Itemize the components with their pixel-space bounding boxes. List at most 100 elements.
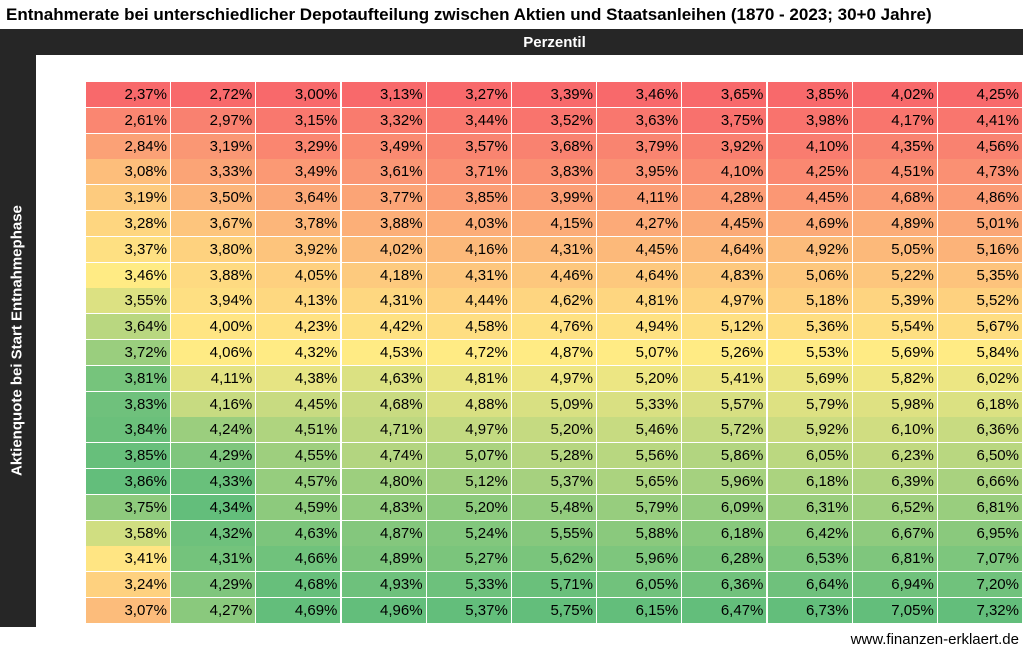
heatmap-cell: 4,45% [682, 211, 767, 236]
heatmap-cell: 6,47% [682, 598, 767, 623]
heatmap-cell: 5,05% [852, 236, 937, 262]
heatmap-cell: 3,77% [341, 185, 426, 211]
heatmap-cell: 3,28% [86, 211, 170, 236]
heatmap-cell: 5,37% [426, 598, 511, 623]
heatmap-cell: 3,92% [256, 236, 341, 262]
heatmap-cell: 4,97% [426, 417, 511, 443]
heatmap-cell: 4,18% [341, 262, 426, 288]
heatmap-cell: 4,62% [512, 288, 596, 314]
row-header: 25% [51, 215, 82, 232]
heatmap-cell: 3,85% [426, 185, 511, 211]
row-header: 80% [51, 498, 82, 516]
heatmap-cell: 5,92% [767, 417, 852, 443]
heatmap-cell: 4,55% [256, 443, 341, 469]
heatmap-cell: 7,05% [852, 598, 937, 623]
heatmap-cell: 4,15% [512, 211, 596, 236]
heatmap-cell: 3,52% [512, 107, 596, 133]
heatmap-cell: 6,36% [682, 572, 767, 598]
heatmap-cell: 3,99% [512, 185, 596, 211]
heatmap-cell: 5,98% [852, 391, 937, 417]
heatmap-cell: 5,75% [512, 598, 596, 623]
heatmap-cell: 3,41% [86, 546, 170, 572]
heatmap-cell: 3,24% [86, 572, 170, 598]
heatmap-cell: 6,18% [938, 391, 1022, 417]
heatmap-cell: 3,94% [171, 288, 256, 314]
heatmap-cell: 3,08% [86, 159, 170, 185]
heatmap-cell: 4,46% [512, 262, 596, 288]
row-header: 45% [51, 318, 82, 336]
heatmap-cell: 4,31% [512, 236, 596, 262]
heatmap-cell: 5,52% [938, 288, 1022, 314]
heatmap-cell: 3,81% [86, 365, 170, 391]
heatmap-cell: 3,83% [512, 159, 596, 185]
heatmap-cell: 4,29% [171, 572, 256, 598]
heatmap-cell: 5,20% [512, 417, 596, 443]
heatmap-cell: 2,72% [171, 82, 256, 107]
heatmap-cell: 4,31% [426, 262, 511, 288]
heatmap-cell: 6,18% [682, 520, 767, 546]
heatmap-cell: 5,72% [682, 417, 767, 443]
heatmap-cell: 5,65% [597, 469, 682, 494]
heatmap-cell: 4,69% [256, 598, 341, 623]
heatmap-cell: 5,79% [767, 391, 852, 417]
heatmap-cell: 4,51% [256, 417, 341, 443]
heatmap-cell: 7,07% [938, 546, 1022, 572]
column-header: 10% [283, 61, 314, 78]
row-header: 20% [51, 189, 82, 207]
heatmap-cell: 4,83% [341, 494, 426, 520]
heatmap-cell: 4,45% [597, 236, 682, 262]
heatmap-cell: 4,29% [171, 443, 256, 469]
heatmap-cell: 5,62% [512, 546, 596, 572]
heatmap-cell: 4,32% [171, 520, 256, 546]
heatmap-cell: 4,06% [171, 340, 256, 365]
heatmap-cell: 4,63% [256, 520, 341, 546]
heatmap-cell: 4,97% [512, 365, 596, 391]
source-footer: www.finanzen-erklaert.de [850, 631, 1019, 648]
heatmap-cell: 5,12% [682, 314, 767, 340]
heatmap-cell: 5,22% [852, 262, 937, 288]
heatmap-cell: 4,93% [341, 572, 426, 598]
heatmap-cell: 4,02% [341, 236, 426, 262]
heatmap-cell: 3,19% [86, 185, 170, 211]
heatmap-cell: 4,24% [171, 417, 256, 443]
heatmap-cell: 6,81% [852, 546, 937, 572]
heatmap-cell: 4,89% [852, 211, 937, 236]
row-header: 5% [60, 111, 82, 129]
heatmap-cell: 5,20% [426, 494, 511, 520]
heatmap-cell: 5,84% [938, 340, 1022, 365]
heatmap-cell: 4,68% [256, 572, 341, 598]
heatmap-cell: 5,53% [767, 340, 852, 365]
heatmap-cell: 4,00% [171, 314, 256, 340]
row-header: 10% [51, 137, 82, 155]
heatmap-cell: 3,72% [86, 340, 170, 365]
heatmap-cell: 4,17% [852, 107, 937, 133]
heatmap-cell: 5,07% [426, 443, 511, 469]
heatmap-cell: 4,76% [512, 314, 596, 340]
row-header: 90% [51, 550, 82, 568]
heatmap-cell: 6,10% [852, 417, 937, 443]
heatmap-cell: 4,68% [341, 391, 426, 417]
heatmap-cell: 3,64% [256, 185, 341, 211]
heatmap-cell: 4,59% [256, 494, 341, 520]
heatmap-cell: 4,31% [341, 288, 426, 314]
column-header: 0% [117, 61, 139, 78]
heatmap-cell: 3,95% [597, 159, 682, 185]
heatmap-cell: 4,57% [256, 469, 341, 494]
row-header: 100% [43, 602, 82, 619]
row-header: 85% [51, 524, 82, 542]
heatmap-cell: 4,25% [938, 82, 1022, 107]
heatmap-cell: 4,02% [852, 82, 937, 107]
heatmap-cell: 3,88% [341, 211, 426, 236]
heatmap-cell: 3,39% [512, 82, 596, 107]
heatmap-cell: 2,61% [86, 107, 170, 133]
heatmap-cell: 4,81% [426, 365, 511, 391]
heatmap-cell: 3,98% [767, 107, 852, 133]
heatmap-cell: 6,52% [852, 494, 937, 520]
heatmap-cell: 5,12% [426, 469, 511, 494]
row-header: 30% [51, 240, 82, 258]
heatmap-cell: 5,07% [597, 340, 682, 365]
heatmap-cell: 4,05% [256, 262, 341, 288]
heatmap-cell: 5,01% [938, 211, 1022, 236]
heatmap-cell: 5,69% [767, 365, 852, 391]
heatmap-cell: 4,87% [341, 520, 426, 546]
